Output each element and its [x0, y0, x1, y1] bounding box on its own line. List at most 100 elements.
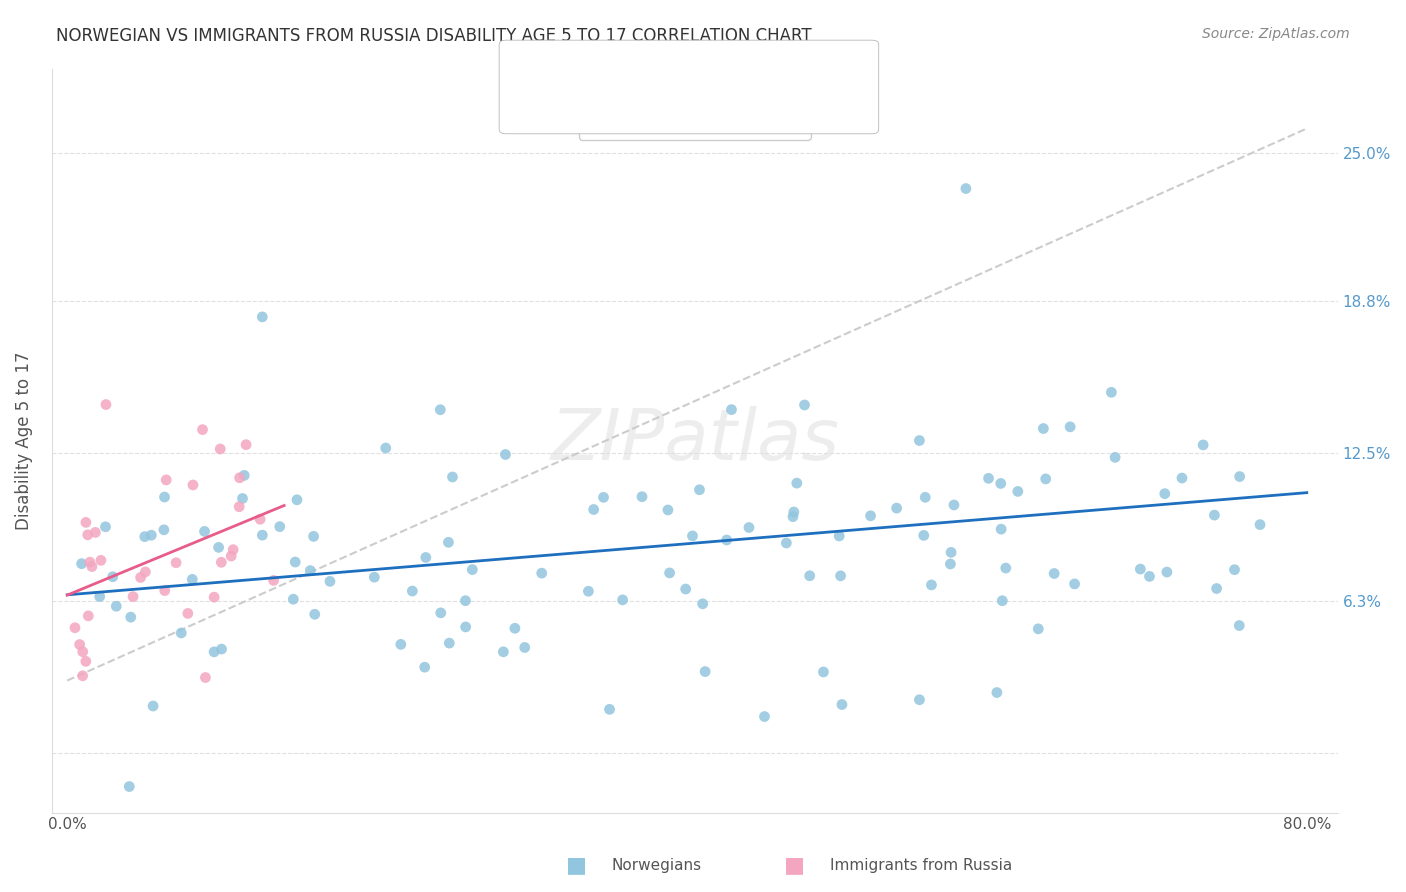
Norwegians — [1059, 420, 1081, 434]
Immigrants from Russia — [191, 423, 214, 437]
Norwegians — [939, 557, 962, 571]
Norwegians — [689, 483, 711, 497]
Immigrants from Russia — [249, 512, 271, 526]
Norwegians — [859, 508, 882, 523]
Norwegians — [494, 448, 516, 462]
Immigrants from Russia — [122, 590, 145, 604]
Norwegians — [1035, 472, 1057, 486]
Norwegians — [1063, 577, 1085, 591]
Immigrants from Russia — [69, 638, 91, 652]
Norwegians — [439, 636, 461, 650]
Norwegians — [461, 563, 484, 577]
Norwegians — [682, 529, 704, 543]
Norwegians — [252, 310, 274, 324]
Norwegians — [716, 533, 738, 547]
Norwegians — [612, 593, 634, 607]
Norwegians — [285, 492, 308, 507]
Norwegians — [1026, 622, 1049, 636]
Norwegians — [675, 582, 697, 596]
Norwegians — [211, 642, 233, 657]
Norwegians — [153, 523, 176, 537]
Norwegians — [782, 509, 804, 524]
Norwegians — [231, 491, 253, 506]
Norwegians — [831, 698, 853, 712]
Legend: R = 0.231    N = 116, R = 0.277    N = 33: R = 0.231 N = 116, R = 0.277 N = 33 — [579, 77, 810, 139]
Norwegians — [658, 566, 681, 580]
Norwegians — [1341, 126, 1364, 140]
Norwegians — [141, 528, 163, 542]
Immigrants from Russia — [228, 471, 250, 485]
Norwegians — [283, 592, 305, 607]
Immigrants from Russia — [235, 438, 257, 452]
Norwegians — [441, 470, 464, 484]
Norwegians — [955, 181, 977, 195]
Norwegians — [202, 645, 225, 659]
Norwegians — [692, 597, 714, 611]
Norwegians — [783, 505, 806, 519]
Norwegians — [942, 498, 965, 512]
Norwegians — [695, 665, 717, 679]
Norwegians — [437, 535, 460, 549]
Immigrants from Russia — [63, 621, 86, 635]
Immigrants from Russia — [94, 398, 117, 412]
Norwegians — [284, 555, 307, 569]
Text: Norwegians: Norwegians — [612, 858, 702, 872]
Immigrants from Russia — [75, 654, 97, 668]
Norwegians — [193, 524, 215, 539]
Norwegians — [631, 490, 654, 504]
Norwegians — [990, 522, 1012, 536]
Norwegians — [1171, 471, 1194, 485]
Norwegians — [1192, 438, 1215, 452]
Norwegians — [299, 564, 322, 578]
Norwegians — [252, 528, 274, 542]
Norwegians — [170, 626, 193, 640]
Norwegians — [70, 557, 93, 571]
Norwegians — [799, 569, 821, 583]
Norwegians — [720, 402, 742, 417]
Immigrants from Russia — [219, 549, 242, 563]
Norwegians — [415, 550, 437, 565]
Norwegians — [1223, 563, 1246, 577]
Norwegians — [991, 593, 1014, 607]
Norwegians — [1153, 486, 1175, 500]
Norwegians — [920, 578, 942, 592]
Norwegians — [1007, 484, 1029, 499]
Norwegians — [939, 545, 962, 559]
Norwegians — [503, 621, 526, 635]
Norwegians — [1205, 582, 1227, 596]
Norwegians — [134, 530, 156, 544]
Norwegians — [363, 570, 385, 584]
Norwegians — [576, 584, 599, 599]
Norwegians — [1139, 569, 1161, 583]
Norwegians — [813, 665, 835, 679]
Immigrants from Russia — [72, 645, 94, 659]
Text: ■: ■ — [567, 855, 586, 875]
Norwegians — [94, 520, 117, 534]
Immigrants from Russia — [75, 516, 97, 530]
Norwegians — [786, 476, 808, 491]
Norwegians — [429, 606, 451, 620]
Norwegians — [582, 502, 605, 516]
Norwegians — [101, 570, 124, 584]
Norwegians — [830, 569, 852, 583]
Norwegians — [1099, 385, 1122, 400]
Norwegians — [990, 476, 1012, 491]
Norwegians — [454, 620, 477, 634]
Immigrants from Russia — [181, 478, 204, 492]
Norwegians — [207, 541, 229, 555]
Norwegians — [775, 536, 797, 550]
Y-axis label: Disability Age 5 to 17: Disability Age 5 to 17 — [15, 351, 32, 530]
Norwegians — [513, 640, 536, 655]
Norwegians — [233, 468, 256, 483]
Norwegians — [530, 566, 553, 581]
Norwegians — [908, 434, 931, 448]
Norwegians — [599, 702, 621, 716]
Norwegians — [1043, 566, 1066, 581]
Norwegians — [89, 590, 111, 604]
Norwegians — [1227, 618, 1250, 632]
Immigrants from Russia — [177, 607, 200, 621]
Norwegians — [1156, 565, 1178, 579]
Text: NORWEGIAN VS IMMIGRANTS FROM RUSSIA DISABILITY AGE 5 TO 17 CORRELATION CHART: NORWEGIAN VS IMMIGRANTS FROM RUSSIA DISA… — [56, 27, 811, 45]
Immigrants from Russia — [77, 608, 100, 623]
Norwegians — [1129, 562, 1152, 576]
